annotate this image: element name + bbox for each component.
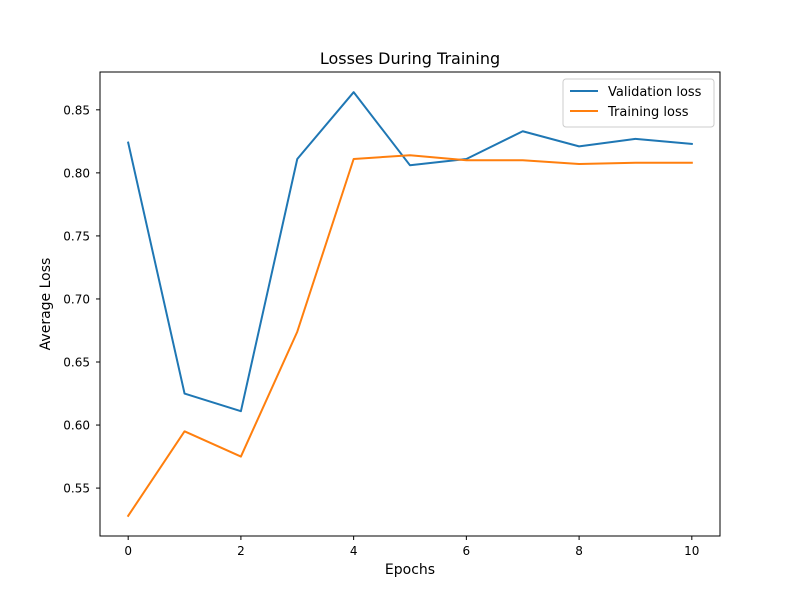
y-axis: 0.55 0.60 0.65 0.70 0.75 0.80 0.85 — [63, 103, 100, 496]
x-axis-label: Epochs — [385, 562, 435, 578]
y-tick-label: 0.85 — [63, 103, 90, 117]
series-line-training-loss — [126, 154, 693, 518]
x-tick-label: 2 — [237, 544, 245, 558]
y-axis-label: Average Loss — [38, 258, 54, 351]
legend-entry-validation-loss: Validation loss — [570, 85, 702, 100]
y-tick-label: 0.80 — [63, 166, 90, 180]
x-tick-label: 0 — [124, 544, 132, 558]
series-layer — [126, 91, 693, 518]
legend-entry-training-loss: Training loss — [570, 105, 689, 120]
legend-label-training-loss: Training loss — [607, 105, 689, 120]
plot-frame — [99, 71, 721, 537]
legend-label-validation-loss: Validation loss — [608, 85, 702, 100]
x-tick-label: 6 — [463, 544, 471, 558]
chart-title: Losses During Training — [320, 49, 500, 68]
plot-area — [99, 71, 721, 537]
x-axis: 0 2 4 6 8 10 — [124, 536, 699, 558]
x-tick-label: 10 — [684, 544, 699, 558]
legend-box — [562, 78, 715, 128]
x-tick-label: 4 — [350, 544, 358, 558]
y-tick-label: 0.70 — [63, 292, 90, 306]
y-tick-label: 0.65 — [63, 356, 90, 370]
y-tick-label: 0.55 — [63, 482, 90, 496]
y-tick-label: 0.75 — [63, 229, 90, 243]
series-line-validation-loss — [126, 91, 693, 413]
legend: Validation loss Training loss — [562, 78, 715, 128]
y-tick-label: 0.60 — [63, 419, 90, 433]
x-tick-label: 8 — [575, 544, 583, 558]
